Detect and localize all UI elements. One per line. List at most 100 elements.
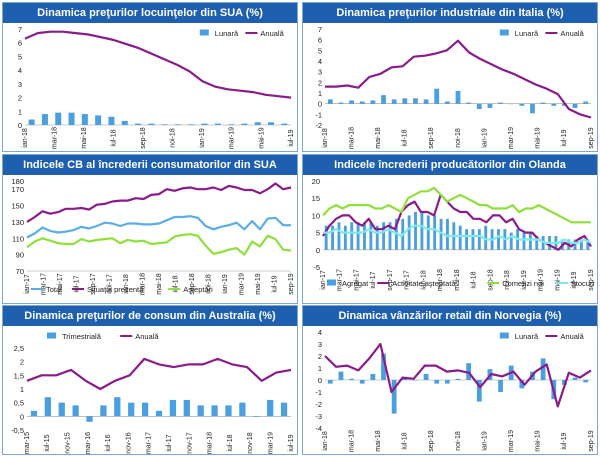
y-tick-label: 1 xyxy=(20,385,24,394)
series-line xyxy=(324,342,592,408)
y-tick-label: 0,5 xyxy=(14,399,24,408)
bar xyxy=(381,95,386,104)
x-tick-label: ian-18 xyxy=(322,431,329,451)
x-tick-label: mai-19 xyxy=(554,269,561,291)
bar xyxy=(268,122,275,125)
x-tick-label: mar-18 xyxy=(348,430,355,452)
x-tick-label: mai-18 xyxy=(156,273,163,295)
bar xyxy=(433,215,437,250)
y-tick-label: 3 xyxy=(18,80,22,89)
legend-label: Comenzi noi xyxy=(502,279,544,288)
x-tick-label: iul-18 xyxy=(402,129,409,146)
legend-box xyxy=(44,330,167,341)
x-tick-label: ian-19 xyxy=(521,270,528,290)
x-tick-label: iul-18 xyxy=(471,271,478,288)
x-tick-label: iul-17 xyxy=(166,434,173,451)
bar xyxy=(413,380,418,381)
bar xyxy=(148,123,155,125)
y-tick-label: -2 xyxy=(315,400,322,409)
bar xyxy=(174,124,181,125)
x-tick-label: mai-19 xyxy=(258,127,265,149)
y-tick-label: 0 xyxy=(316,246,320,255)
x-tick-label: iul-19 xyxy=(288,129,295,146)
bar xyxy=(370,374,376,380)
bar xyxy=(572,377,578,380)
bar xyxy=(444,380,450,384)
series-line xyxy=(26,357,292,391)
bar xyxy=(471,229,475,250)
bar xyxy=(535,236,539,250)
x-tick-label: ian-19 xyxy=(222,274,229,294)
bar xyxy=(253,416,260,417)
y-tick-label: 0 xyxy=(18,121,22,130)
x-tick-label: sep-18 xyxy=(189,273,196,295)
chart-title: Indicele CB al încrederii consumatorilor… xyxy=(3,155,297,175)
panel-italy-industrial: Dinamica preţurilor industriale din Ital… xyxy=(302,2,598,152)
series-line xyxy=(26,215,291,239)
bar xyxy=(583,380,589,383)
x-tick-label: mai-18 xyxy=(375,430,382,452)
bar xyxy=(465,229,469,250)
bar xyxy=(350,222,354,250)
x-tick-label: mai-17 xyxy=(57,273,64,295)
y-tick-label: -5 xyxy=(313,263,320,272)
bar xyxy=(183,399,190,417)
y-tick-label: -2 xyxy=(315,121,322,130)
y-tick-label: 1 xyxy=(318,364,322,373)
x-tick-label: mai-19 xyxy=(535,430,542,452)
bar xyxy=(381,353,386,380)
legend-label: Anuală xyxy=(560,332,584,341)
x-tick-label: mar-19 xyxy=(229,127,236,149)
x-tick-label: mar-18 xyxy=(437,269,444,291)
legend-label: Anuală xyxy=(560,29,584,38)
legend-label: Aşteptări xyxy=(183,285,213,294)
bar xyxy=(228,124,235,125)
bar xyxy=(169,399,177,417)
bar xyxy=(466,102,472,104)
x-tick-label: mar-18 xyxy=(207,432,214,454)
x-tick-label: iul-17 xyxy=(370,271,377,288)
x-tick-label: sep-19 xyxy=(588,430,595,452)
x-tick-label: noi-17 xyxy=(404,270,411,290)
bar xyxy=(455,90,461,104)
y-tick-label: 150 xyxy=(11,202,24,211)
y-tick-label: 5 xyxy=(18,52,22,61)
x-tick-label: noi-17 xyxy=(106,274,113,294)
x-tick-label: nov-18 xyxy=(247,432,254,454)
y-tick-label: 0 xyxy=(20,412,24,421)
bar xyxy=(349,378,354,380)
x-tick-label: sep-18 xyxy=(428,430,435,452)
y-tick-label: 4 xyxy=(18,66,22,75)
bar xyxy=(108,116,115,125)
x-tick-label: ian-18 xyxy=(22,128,29,148)
bar xyxy=(477,229,481,250)
chart-italy-industrial: -2 -10 1 23 4 56 7 ian-18 mar-18 mai-18 iul-18 sep-… xyxy=(315,25,595,149)
y-tick-label: 0 xyxy=(318,100,322,109)
legend-label: Activitate aşteptată xyxy=(392,279,456,288)
x-tick-label: mar-19 xyxy=(238,273,245,295)
bar xyxy=(540,358,546,380)
bar xyxy=(382,222,386,250)
legend-box xyxy=(196,27,292,38)
legend-label: Stocuri xyxy=(571,279,595,288)
y-tick-label: -1 xyxy=(315,388,322,397)
x-tick-label: nov-15 xyxy=(64,432,71,454)
series-line xyxy=(322,186,591,224)
series-line xyxy=(26,233,292,256)
chart-title: Dinamica vânzărilor retail din Norvegia … xyxy=(303,306,597,326)
x-tick-label: sep-19 xyxy=(288,273,295,295)
x-tick-label: mar-19 xyxy=(268,432,275,454)
bar xyxy=(55,112,62,125)
y-tick-label: 2,5 xyxy=(14,344,24,353)
x-tick-label: iul-19 xyxy=(571,271,578,288)
panel-us-consumer-confidence: Indicele CB al încrederii consumatorilor… xyxy=(2,154,298,304)
y-tick-label: 0 xyxy=(318,376,322,385)
bar xyxy=(458,225,462,250)
x-tick-label: iul-19 xyxy=(561,129,568,146)
bar xyxy=(579,239,583,250)
bar xyxy=(281,123,288,125)
bar xyxy=(407,215,411,250)
series-line xyxy=(24,30,292,99)
bar xyxy=(114,397,121,417)
x-tick-label: mar-18 xyxy=(348,127,355,149)
